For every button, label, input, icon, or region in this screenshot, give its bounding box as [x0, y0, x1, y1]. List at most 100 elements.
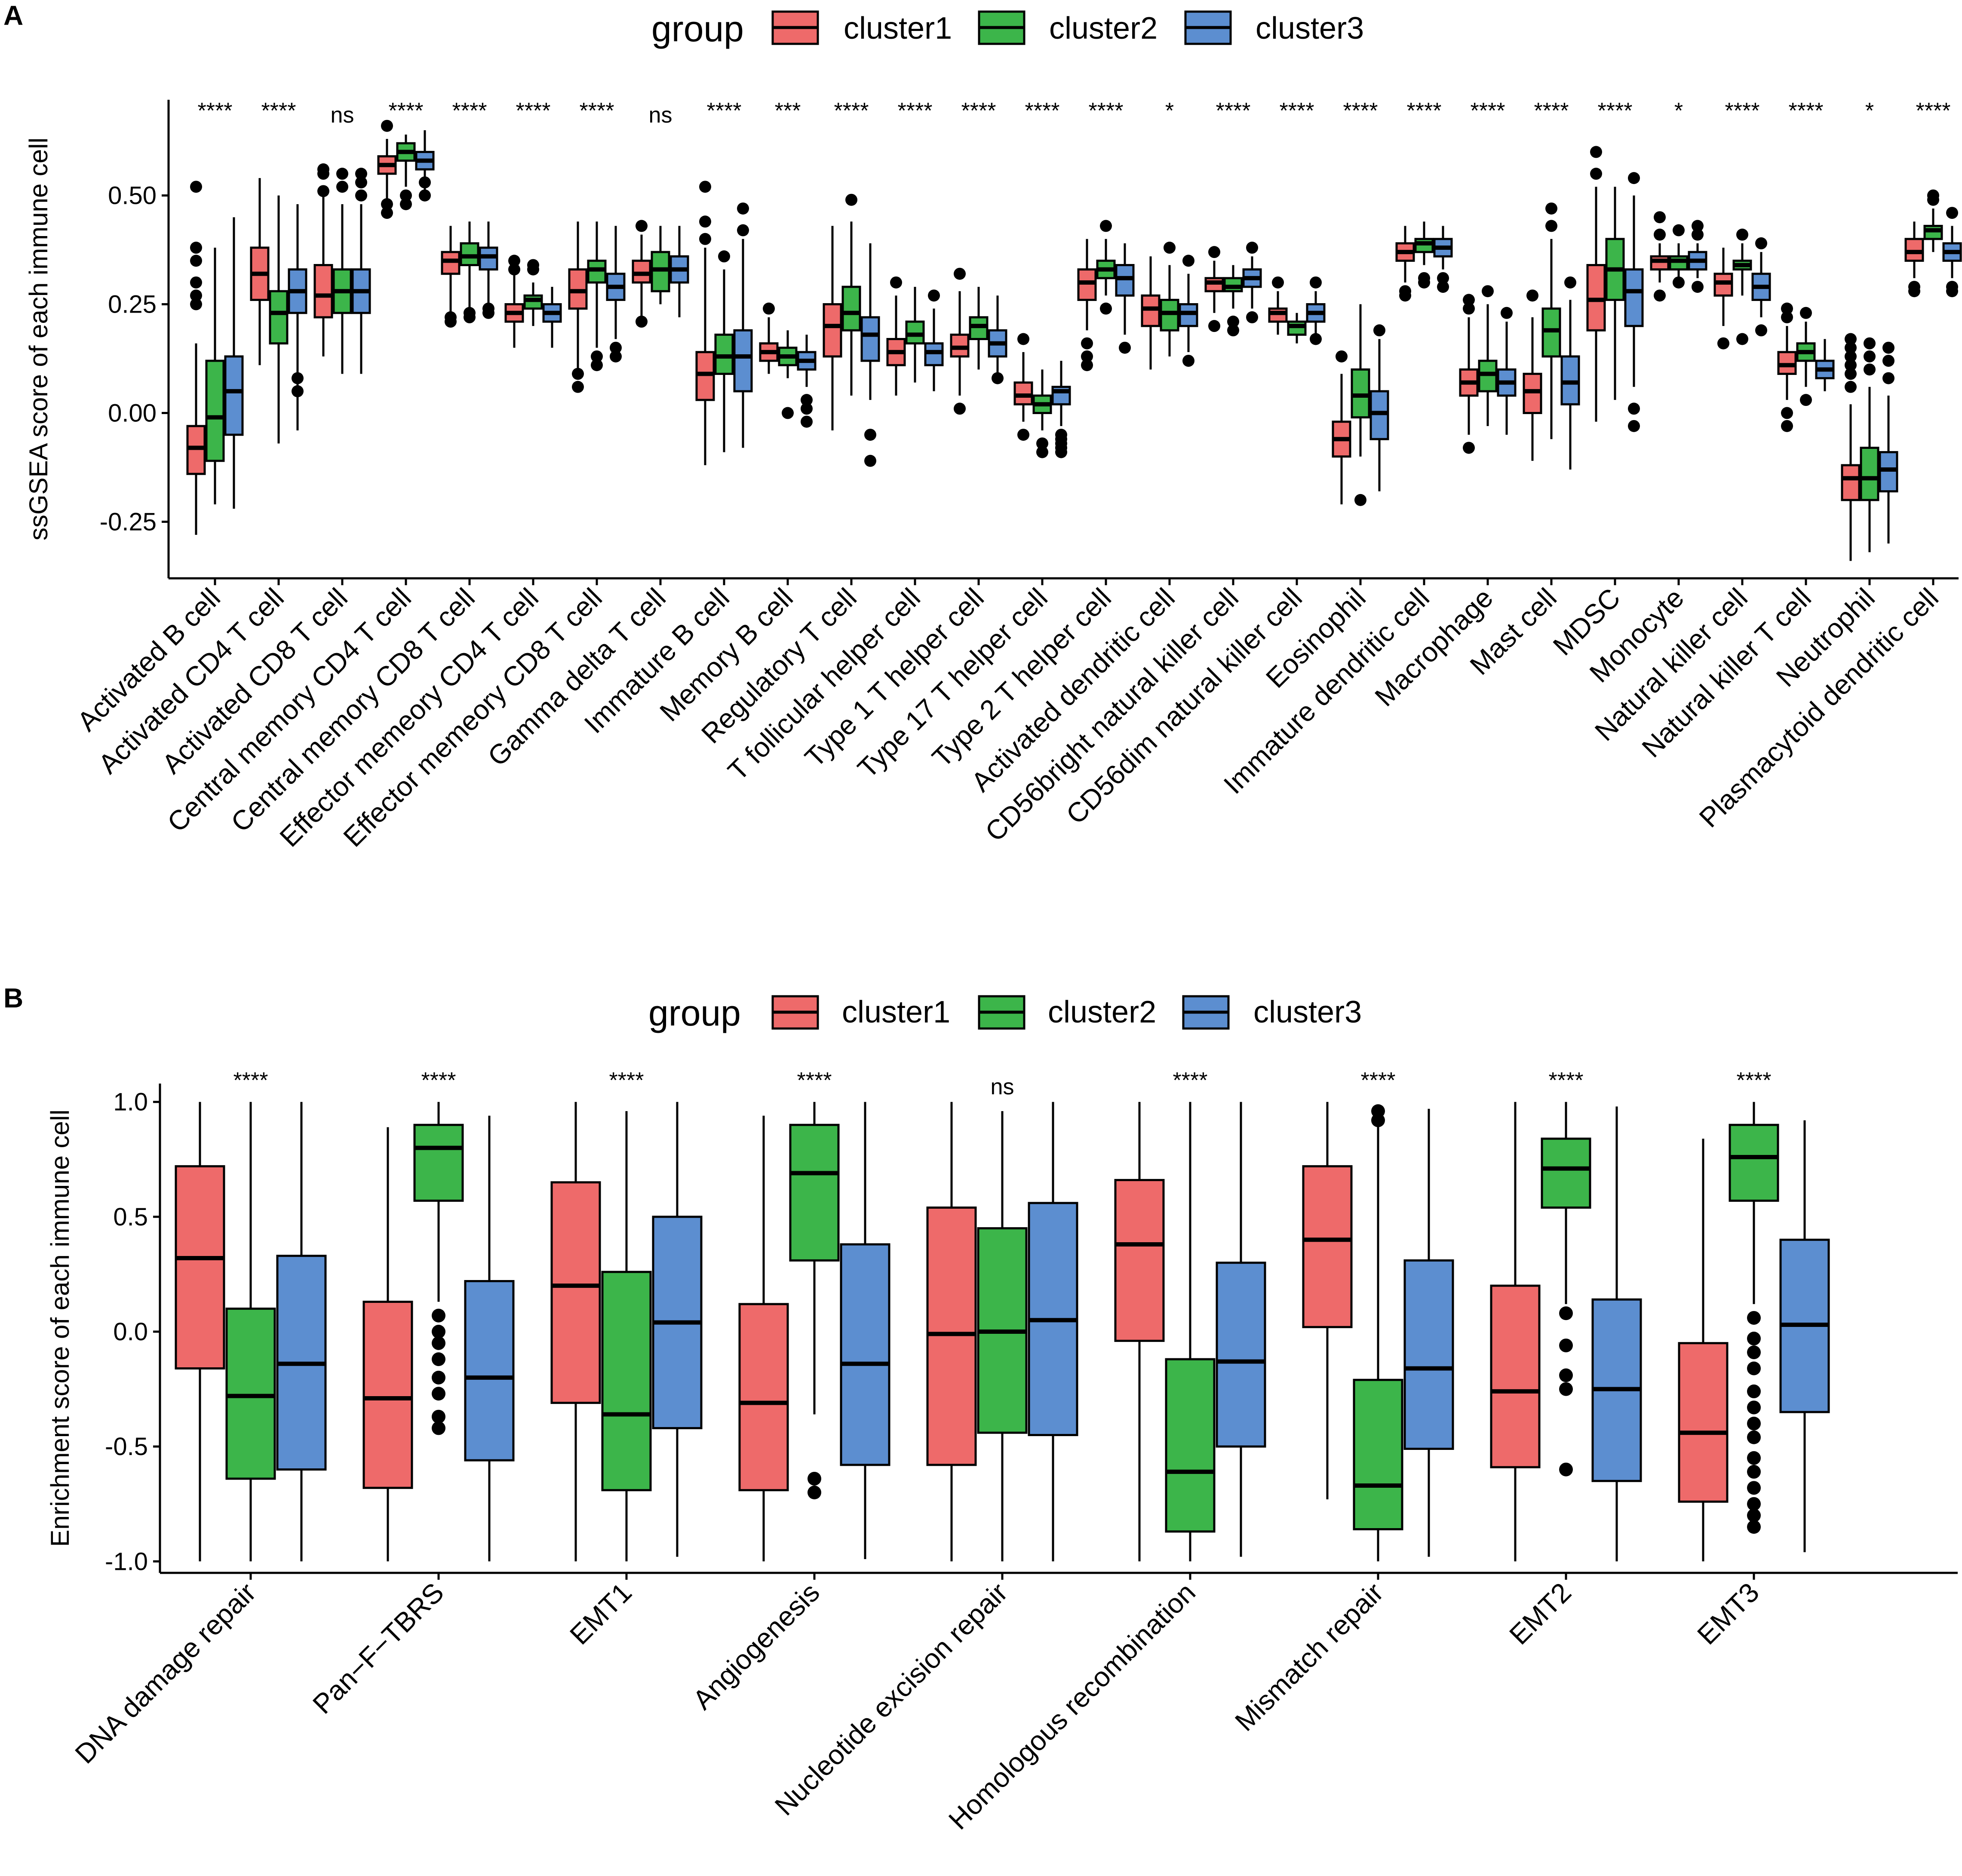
- box-body: [313, 264, 333, 319]
- significance-label: ****: [1173, 1068, 1208, 1093]
- box-body: [1414, 238, 1434, 253]
- box-cluster3: [669, 226, 689, 317]
- significance-label: ****: [1725, 98, 1760, 123]
- box-cluster3: [733, 202, 753, 448]
- outlier-point: [317, 185, 329, 197]
- box-cluster3: [1560, 276, 1580, 470]
- outlier-point: [864, 454, 876, 467]
- box-body: [460, 242, 479, 266]
- box-body: [969, 316, 989, 341]
- box-body: [950, 333, 970, 358]
- outlier-point: [508, 255, 520, 267]
- outlier-point: [992, 372, 1004, 384]
- panel-b-legend-title: group: [648, 993, 741, 1033]
- box-cluster3: [1028, 1102, 1078, 1562]
- box-cluster1: [1395, 226, 1415, 302]
- box-body: [1729, 1124, 1779, 1202]
- box-cluster1: [1650, 211, 1670, 302]
- outlier-point: [737, 224, 749, 236]
- box-cluster3: [1624, 172, 1644, 432]
- significance-label: ****: [1549, 1068, 1584, 1093]
- box-body: [464, 1280, 515, 1461]
- outlier-point: [1692, 228, 1704, 241]
- box-cluster1: [886, 276, 906, 396]
- legend-item-cluster3: cluster3: [1184, 10, 1364, 46]
- outlier-point: [699, 233, 711, 245]
- outlier-point: [1755, 237, 1767, 249]
- box-cluster3: [1879, 341, 1898, 544]
- outlier-point: [890, 276, 902, 289]
- outlier-point: [190, 255, 202, 267]
- category-plasmacytoid-dendritic-cell: Plasmacytoid dendritic cell****: [1693, 98, 1962, 833]
- box-cluster2: [523, 259, 543, 326]
- legend-label-cluster2: cluster2: [1048, 995, 1156, 1029]
- box-cluster2: [601, 1111, 652, 1562]
- box-cluster2: [977, 1111, 1028, 1562]
- outlier-point: [292, 372, 304, 384]
- y-tick-label: -0.5: [105, 1433, 148, 1461]
- y-tick-label: 1.0: [113, 1088, 148, 1116]
- box-body: [1302, 1165, 1353, 1328]
- outlier-point: [1946, 281, 1958, 293]
- box-cluster2: [1287, 313, 1307, 344]
- outlier-point: [355, 168, 367, 180]
- box-cluster3: [1591, 1106, 1642, 1562]
- box-cluster1: [362, 1127, 413, 1562]
- outlier-point: [1463, 442, 1475, 454]
- outlier-point: [1747, 1481, 1761, 1495]
- outlier-point: [1882, 355, 1894, 367]
- outlier-point: [1182, 255, 1194, 267]
- outlier-point: [1336, 350, 1348, 362]
- box-body: [1490, 1284, 1541, 1468]
- outlier-point: [928, 289, 940, 302]
- box-body: [1541, 307, 1561, 358]
- legend-item-cluster1: cluster1: [771, 10, 952, 46]
- outlier-point: [699, 181, 711, 193]
- outlier-point: [1310, 276, 1322, 289]
- outlier-point: [1864, 337, 1876, 350]
- significance-label: ****: [1089, 98, 1124, 123]
- significance-label: *: [1674, 98, 1683, 123]
- outlier-point: [1755, 324, 1767, 337]
- legend-label-cluster1: cluster1: [844, 11, 952, 46]
- box-cluster2: [1732, 228, 1752, 345]
- significance-label: ****: [1534, 98, 1569, 123]
- outlier-point: [1747, 1384, 1761, 1398]
- outlier-point: [1055, 429, 1067, 441]
- y-tick-label: -1.0: [105, 1547, 148, 1575]
- outlier-point: [400, 189, 412, 202]
- category-emt2: EMT2 ****: [1490, 1068, 1642, 1651]
- box-cluster1: [1459, 294, 1479, 454]
- box-body: [1560, 355, 1580, 405]
- outlier-point: [1781, 302, 1793, 315]
- box-cluster3: [1403, 1108, 1454, 1557]
- outlier-point: [1654, 211, 1666, 224]
- outlier-point: [718, 250, 730, 263]
- legend-label-cluster3: cluster3: [1253, 995, 1362, 1029]
- box-body: [1179, 303, 1198, 327]
- box-cluster3: [224, 217, 244, 509]
- x-tick-label: Pan−F−TBRS: [307, 1577, 450, 1720]
- category-emt3: EMT3 ****: [1678, 1068, 1830, 1651]
- outlier-point: [1736, 333, 1748, 345]
- legend-label-cluster2: cluster2: [1049, 11, 1158, 46]
- box-cluster2: [1160, 242, 1179, 356]
- outlier-point: [801, 394, 813, 406]
- outlier-point: [432, 1421, 445, 1435]
- significance-label: ****: [233, 1068, 268, 1093]
- outlier-point: [1908, 281, 1920, 293]
- panel-b-legend: group cluster1 cluster2 cluster3: [648, 993, 1362, 1033]
- y-tick-label: 0.5: [113, 1203, 148, 1231]
- legend-item-cluster2: cluster2: [978, 10, 1158, 46]
- box-cluster1: [1841, 333, 1861, 561]
- outlier-point: [1081, 350, 1093, 362]
- outlier-point: [445, 311, 457, 323]
- box-cluster1: [313, 163, 333, 356]
- significance-label: ****: [797, 1068, 832, 1093]
- outlier-point: [1781, 311, 1793, 323]
- significance-label: ****: [834, 98, 869, 123]
- outlier-point: [1673, 224, 1685, 236]
- box-body: [1713, 273, 1733, 297]
- outlier-point: [572, 381, 584, 393]
- x-tick-label: EMT1: [564, 1577, 638, 1651]
